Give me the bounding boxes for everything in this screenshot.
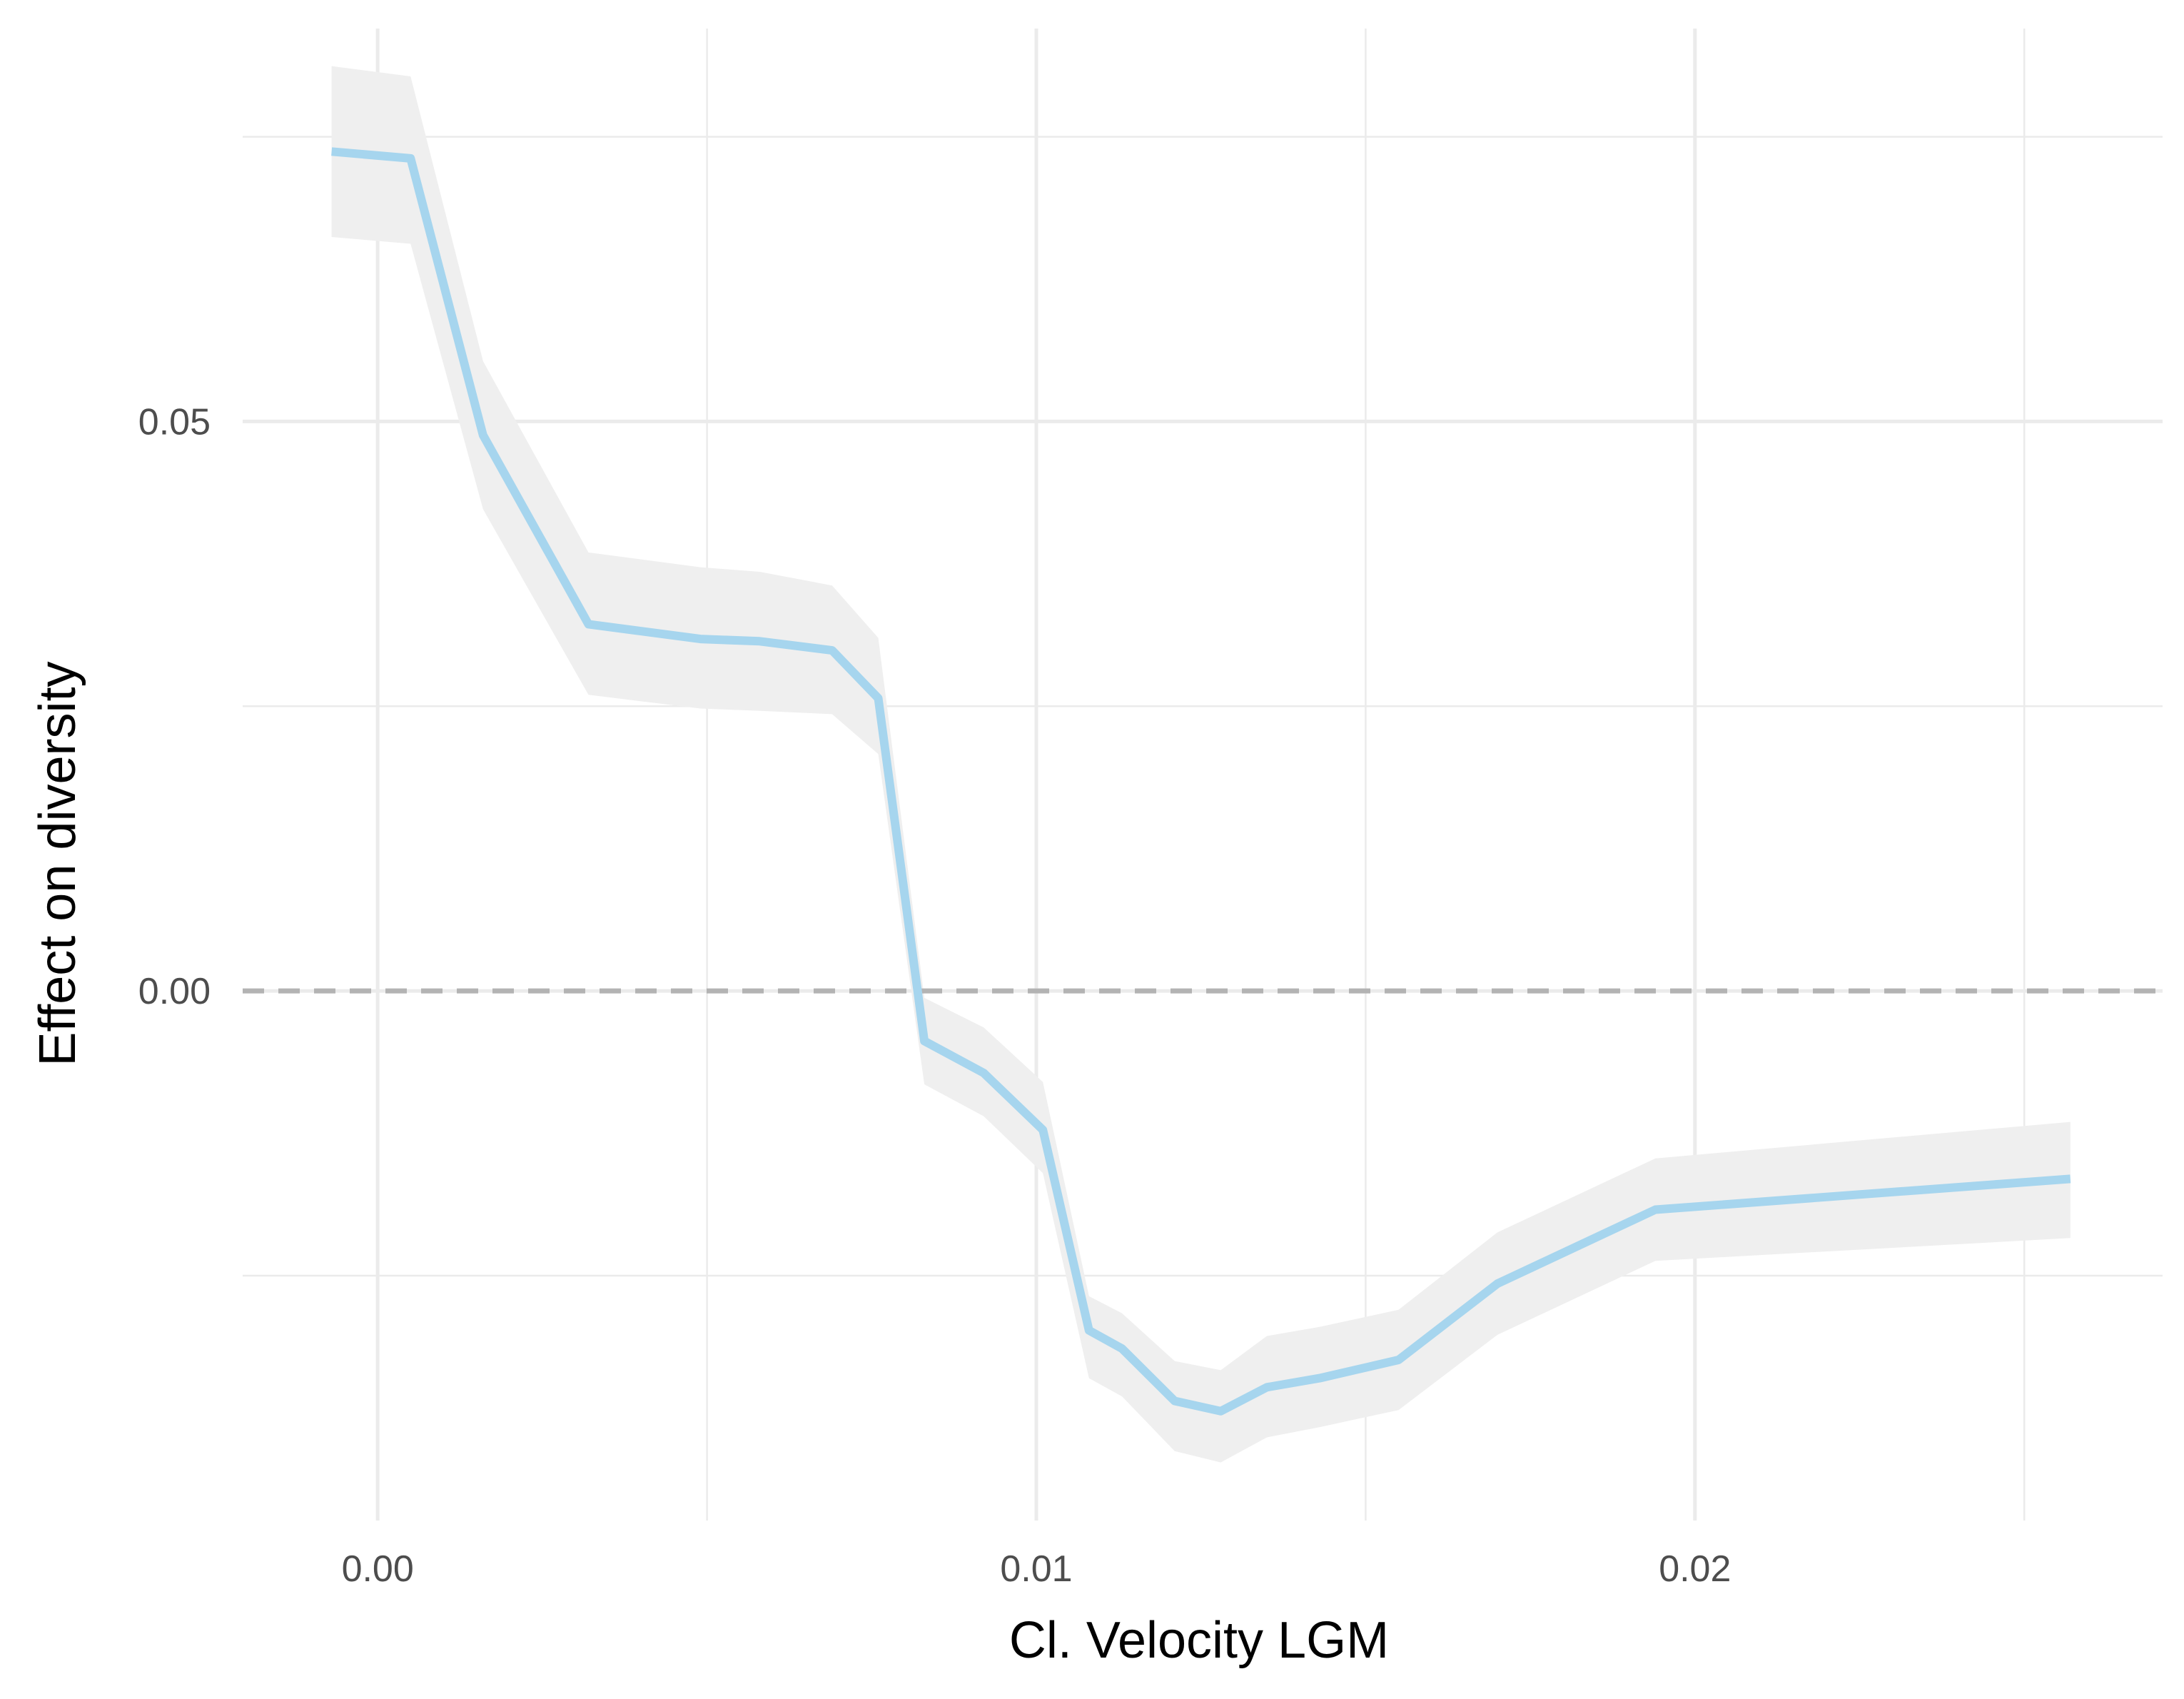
minor-gridlines [243,29,2163,1521]
y-tick-label: 0.05 [138,401,211,443]
x-axis-title: Cl. Velocity LGM [1009,1612,1389,1669]
series-line-layer [331,147,2071,1416]
y-axis-title: Effect on diversity [29,662,86,1067]
major-gridlines [243,29,2163,1521]
x-tick-label: 0.00 [342,1548,414,1590]
confidence-band [331,66,2071,1463]
confidence-band-layer [331,66,2071,1463]
x-tick-label: 0.02 [1659,1548,1731,1590]
y-tick-label: 0.00 [138,971,211,1012]
x-tick-label: 0.01 [1000,1548,1072,1590]
y-axis-ticks: 0.00 0.05 [138,401,211,1012]
effect-line [331,147,2071,1416]
x-axis-ticks: 0.00 0.01 0.02 [342,1548,1731,1590]
